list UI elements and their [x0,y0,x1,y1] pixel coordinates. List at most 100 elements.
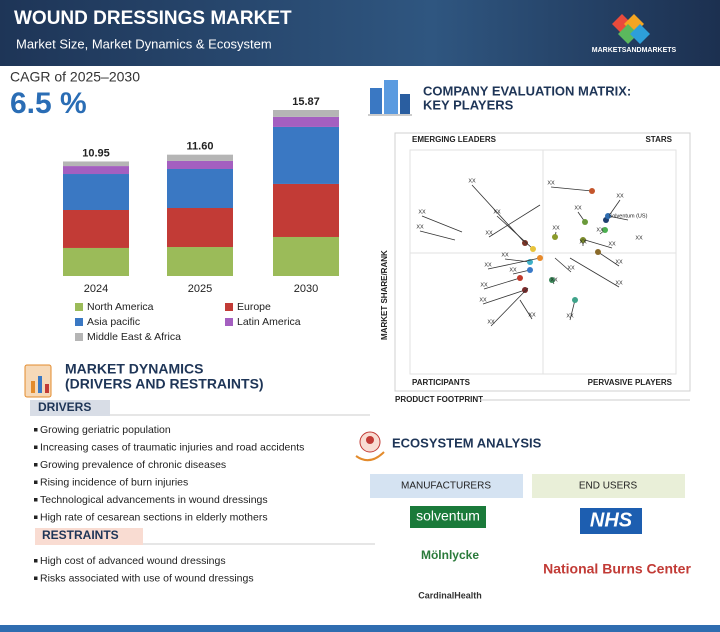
total-label: 15.87 [292,96,320,108]
leader-line [554,257,572,273]
bar-segment [63,166,129,175]
leader-line [483,277,521,290]
legend-label: North America [87,301,154,313]
point-label: XX [596,227,604,233]
bar-segment [273,183,339,237]
company-dot [589,188,595,194]
quadrant-label: PERVASIVE PLAYERS [588,378,673,387]
bar-segment [273,126,339,184]
legend-swatch [75,318,83,326]
logo: Mölnlycke [421,548,479,562]
logo: CardinalHealth [418,590,482,600]
legend-swatch [225,303,233,311]
drivers-heading: DRIVERS [38,400,91,414]
legend-swatch [75,333,83,341]
restraints-heading-box [35,528,143,545]
leader-line [490,287,529,327]
brand: MARKETSANDMARKETS [592,47,677,54]
bar-segment [63,247,129,276]
bullet [34,498,38,502]
point-label: XX [509,267,517,273]
bullet [34,445,38,449]
logo-box [410,506,486,528]
legend-swatch [75,303,83,311]
company-dot [522,240,528,246]
list-item: Growing prevalence of chronic diseases [40,459,226,471]
company-dot [517,275,523,281]
list-item: Increasing cases of traumatic injuries a… [40,441,304,453]
legend-label: Latin America [237,316,301,328]
bar-segment [63,174,129,210]
ecosystem-icon [355,431,385,462]
matrix-icon [368,80,412,116]
leader-line [504,258,531,263]
legend-label: Europe [237,301,271,313]
bar-segment [167,168,233,209]
brand-logo [612,14,650,44]
bar-segment [63,161,129,167]
bar-segment [167,208,233,248]
matrix-title: COMPANY EVALUATION MATRIX: [423,83,631,98]
cagr-value: 6.5 % [10,87,87,120]
leader-line [584,239,613,249]
bar-segment [63,209,129,248]
title: WOUND DRESSINGS MARKET [14,8,292,29]
dynamics-subtitle: (DRIVERS AND RESTRAINTS) [65,376,264,392]
point-label: XX [616,193,624,199]
point-label: XX [501,252,509,258]
point-label: Solventum (US) [609,213,648,219]
leader-line [597,251,620,267]
dynamics-title: MARKET DYNAMICS [65,361,203,377]
x-tick-label: 2025 [188,283,212,295]
point-label: XX [574,205,582,211]
list-item: High cost of advanced wound dressings [40,555,226,567]
list-item: Growing geriatric population [40,424,171,436]
point-label: XX [567,265,575,271]
quadrant-label: EMERGING LEADERS [412,135,497,144]
logo: National Burns Center [543,561,691,577]
legend-label: Middle East & Africa [87,331,181,343]
leader-line [482,289,526,305]
header-band [0,0,720,66]
column-header-box [370,474,523,498]
leader-line [419,230,456,241]
legend-label: Asia pacific [87,316,140,328]
dynamics-icon [24,364,52,398]
point-label: XX [547,180,555,186]
company-dot [522,287,528,293]
logo: solventum [416,508,480,524]
quadrant-label: PARTICIPANTS [412,378,471,387]
x-axis-label: PRODUCT FOOTPRINT [395,395,483,404]
point-label: XX [566,313,574,319]
leader-line [421,215,463,233]
column-header-box [532,474,685,498]
leader-line [487,257,541,270]
point-label: XX [528,312,536,318]
drivers-list: Growing geriatric population Increasing c… [34,424,304,523]
bar-segment [273,236,339,276]
leader-line [569,257,620,288]
company-dot [580,237,586,243]
bullet [34,515,38,519]
point-label: XX [487,319,495,325]
point-label: XX [552,225,560,231]
leader-line [496,215,534,250]
company-dot [537,255,543,261]
point-label: XX [485,230,493,236]
bullet [34,428,38,432]
subtitle: Market Size, Market Dynamics & Ecosystem [16,36,272,51]
point-label: XX [615,280,623,286]
y-axis-label: MARKET SHARE/RANK [380,250,389,340]
point-label: XX [416,224,424,230]
restraints-heading: RESTRAINTS [42,528,119,542]
company-dot [530,246,536,252]
leader-line [488,204,541,238]
company-dot [549,277,555,283]
company-dot [582,219,588,225]
point-label: XX [480,282,488,288]
x-tick-label: 2030 [294,283,318,295]
total-label: 11.60 [187,141,214,153]
list-item: Technological advancements in wound dres… [40,494,268,506]
point-label: XX [635,235,643,241]
